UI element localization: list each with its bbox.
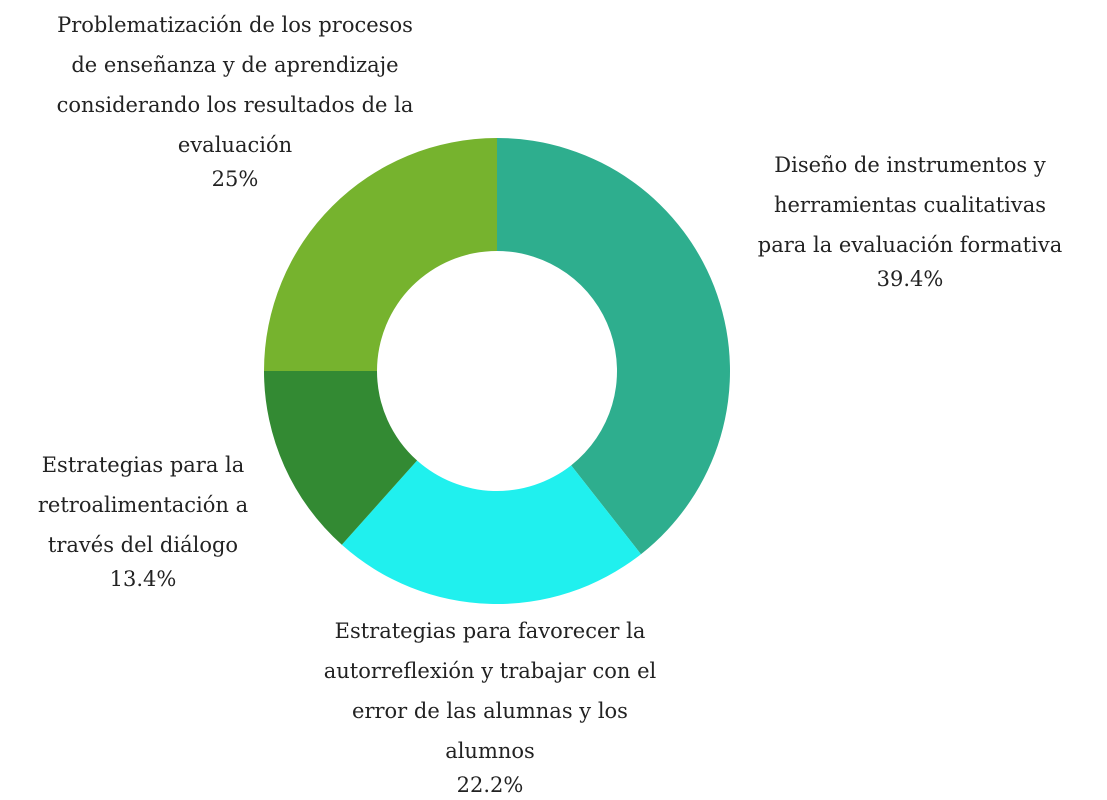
donut-slice bbox=[264, 138, 497, 371]
donut-slice bbox=[497, 138, 730, 555]
value-label: 25% bbox=[212, 167, 259, 191]
slice-label: Diseño de instrumentos y herramientas cua… bbox=[758, 153, 1062, 257]
value-label: 22.2% bbox=[457, 773, 524, 797]
donut-slice bbox=[341, 460, 641, 604]
slice-label: Estrategias para favorecer la autorreflex… bbox=[324, 619, 657, 763]
slice-label: Estrategias para la retroalimentación a tr… bbox=[38, 453, 248, 557]
value-label: 13.4% bbox=[110, 567, 177, 591]
donut-slice bbox=[264, 371, 418, 545]
slice-label: Problematización de los procesos de enseñ… bbox=[57, 13, 414, 157]
value-label: 39.4% bbox=[877, 267, 944, 291]
